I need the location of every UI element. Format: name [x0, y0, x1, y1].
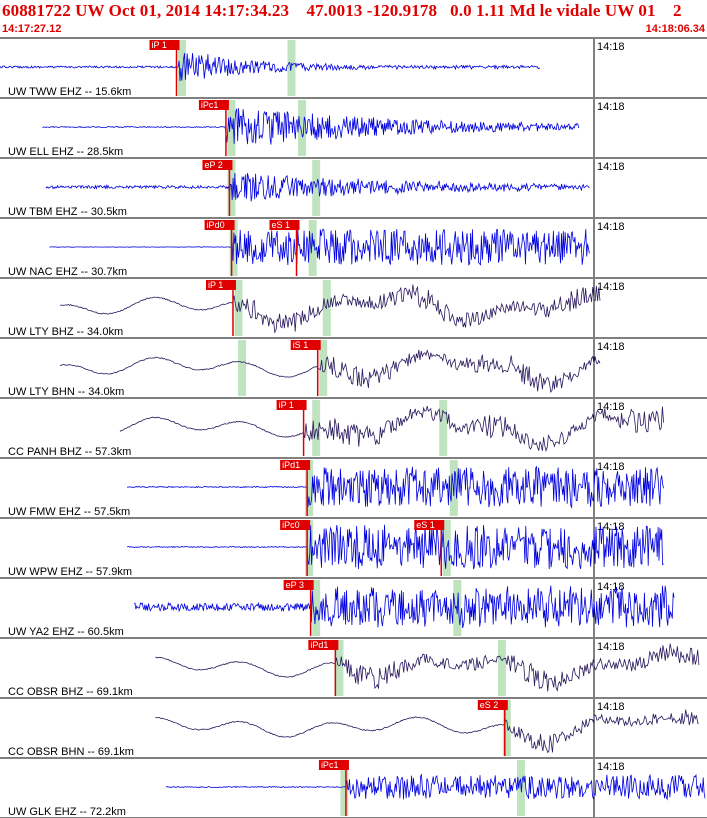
- pick-label[interactable]: iPc0: [282, 520, 300, 530]
- start-time-label: 14:17:27.12: [2, 23, 62, 35]
- pick-label-box: [477, 700, 508, 710]
- channel-label: UW TWW EHZ -- 15.6km: [8, 86, 131, 98]
- pick-window-10-0: [335, 640, 344, 696]
- waveform-trace-10: [155, 643, 700, 692]
- pick-label-box: [205, 280, 236, 290]
- minute-tick-label: 14:18: [597, 461, 625, 473]
- pick-window-11-0: [502, 700, 511, 756]
- pick-label[interactable]: iPd1: [282, 460, 300, 470]
- waveform-trace-4: [59, 284, 601, 334]
- pick-window-4-0: [234, 280, 243, 336]
- pick-window-0-1: [287, 40, 296, 96]
- pick-label[interactable]: iS 1: [293, 340, 309, 350]
- channel-label: CC OBSR BHN -- 69.1km: [8, 746, 134, 758]
- pick-window-10-1: [497, 640, 506, 696]
- waveform-trace-6: [119, 406, 664, 452]
- pick-window-8-0: [305, 520, 314, 576]
- pick-label-box: [280, 520, 311, 530]
- event-header: 60881722 UW Oct 01, 2014 14:17:34.23 47.…: [0, 0, 707, 40]
- pick-window-6-1: [439, 400, 448, 456]
- channel-label: UW TBM EHZ -- 30.5km: [8, 206, 127, 218]
- pick-label[interactable]: iP 1: [208, 280, 223, 290]
- end-time-label: 14:18:06.34: [645, 23, 705, 35]
- s-pick-label-box: [269, 220, 300, 230]
- minute-tick-label: 14:18: [597, 161, 625, 173]
- minute-tick-label: 14:18: [597, 341, 625, 353]
- pick-label-box: [149, 40, 180, 50]
- pick-label[interactable]: eP 2: [204, 160, 222, 170]
- channel-label: UW FMW EHZ -- 57.5km: [8, 506, 130, 518]
- s-pick-label[interactable]: eS 1: [416, 520, 435, 530]
- pick-window-2-1: [312, 160, 321, 216]
- pick-window-5-0: [238, 340, 247, 396]
- pick-label-box: [308, 640, 339, 650]
- pick-window-1-1: [298, 100, 307, 156]
- pick-label[interactable]: iPd1: [310, 640, 328, 650]
- pick-window-6-0: [312, 400, 321, 456]
- minute-tick-label: 14:18: [597, 221, 625, 233]
- channel-label: UW LTY BHN -- 34.0km: [8, 386, 124, 398]
- pick-label-box: [318, 760, 349, 770]
- pick-label[interactable]: iP 1: [279, 400, 294, 410]
- waveform-trace-7: [127, 465, 664, 509]
- pick-label-box: [202, 160, 233, 170]
- waveform-trace-2: [45, 172, 590, 202]
- channel-label: CC PANH BHZ -- 57.3km: [8, 446, 131, 458]
- minute-tick-label: 14:18: [597, 101, 625, 113]
- pick-window-5-1: [319, 340, 328, 396]
- minute-tick-label: 14:18: [597, 401, 625, 413]
- s-pick-label-box: [414, 520, 445, 530]
- waveform-trace-11: [155, 709, 699, 754]
- pick-window-1-0: [227, 100, 236, 156]
- pick-label[interactable]: iPd0: [207, 220, 225, 230]
- pick-window-0-0: [178, 40, 187, 96]
- waveform-trace-3: [49, 228, 590, 266]
- waveform-trace-9: [133, 585, 675, 629]
- channel-label: UW LTY BHZ -- 34.0km: [8, 326, 123, 338]
- pick-label[interactable]: iP 1: [152, 40, 167, 50]
- waveform-trace-5: [59, 349, 601, 394]
- channel-label: UW GLK EHZ -- 72.2km: [8, 806, 126, 818]
- event-title: 60881722 UW Oct 01, 2014 14:17:34.23 47.…: [2, 1, 682, 20]
- s-pick-label[interactable]: eS 1: [272, 220, 291, 230]
- pick-window-7-0: [305, 460, 314, 516]
- pick-label-box: [280, 460, 311, 470]
- pick-label-box: [276, 400, 307, 410]
- pick-label[interactable]: eP 3: [286, 580, 304, 590]
- minute-tick-label: 14:18: [597, 521, 625, 533]
- channel-label: CC OBSR BHZ -- 69.1km: [8, 686, 133, 698]
- pick-window-12-0: [340, 760, 349, 816]
- minute-tick-label: 14:18: [597, 41, 625, 53]
- minute-tick-label: 14:18: [597, 641, 625, 653]
- waveform-trace-8: [126, 524, 664, 570]
- waveform-trace-1: [42, 108, 580, 145]
- minute-tick-label: 14:18: [597, 281, 625, 293]
- pick-label-box: [204, 220, 235, 230]
- channel-label: UW WPW EHZ -- 57.9km: [8, 566, 132, 578]
- pick-label-box: [290, 340, 321, 350]
- channel-label: UW YA2 EHZ -- 60.5km: [8, 626, 124, 638]
- pick-label[interactable]: iPc1: [321, 760, 339, 770]
- pick-label[interactable]: eS 2: [480, 700, 499, 710]
- minute-tick-label: 14:18: [597, 581, 625, 593]
- channel-label: UW ELL EHZ -- 28.5km: [8, 146, 123, 158]
- channel-label: UW NAC EHZ -- 30.7km: [8, 266, 127, 278]
- waveform-trace-12: [165, 773, 706, 801]
- pick-label[interactable]: iPc1: [201, 100, 219, 110]
- minute-tick-label: 14:18: [597, 761, 625, 773]
- pick-window-3-1: [308, 220, 317, 276]
- minute-tick-label: 14:18: [597, 701, 625, 713]
- pick-label-box: [283, 580, 314, 590]
- pick-label-box: [198, 100, 229, 110]
- waveform-trace-0: [0, 53, 541, 82]
